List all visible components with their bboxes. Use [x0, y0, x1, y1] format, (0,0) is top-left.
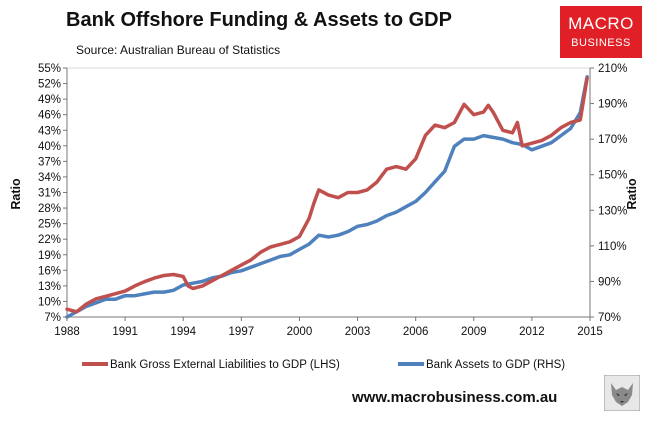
- left-tick-label: 16%: [38, 265, 61, 277]
- x-tick-label: 2012: [519, 326, 545, 338]
- series-line-lhs: [65, 76, 589, 314]
- x-tick-label: 1997: [229, 326, 255, 338]
- left-tick-label: 28%: [38, 203, 61, 215]
- left-tick-label: 52%: [38, 79, 61, 91]
- left-tick-label: 31%: [38, 188, 61, 200]
- legend-label-lhs: Bank Gross External Liabilities to GDP (…: [110, 359, 340, 371]
- right-tick-label: 170%: [598, 134, 627, 146]
- x-tick-label: 1988: [54, 326, 80, 338]
- x-tick-label: 2006: [403, 326, 429, 338]
- left-tick-label: 19%: [38, 250, 61, 262]
- legend: Bank Gross External Liabilities to GDP (…: [82, 359, 565, 371]
- x-axis-ticks: 1988 1991 1994 1997 2000 2003 2006 2009 2012 2015: [54, 317, 603, 338]
- logo-line-2: BUSINESS: [571, 37, 631, 49]
- x-tick-label: 2000: [287, 326, 313, 338]
- left-tick-label: 46%: [38, 110, 61, 122]
- left-tick-label: 37%: [38, 156, 61, 168]
- chart-title: Bank Offshore Funding & Assets to GDP: [66, 9, 452, 31]
- website-link[interactable]: www.macrobusiness.com.au: [352, 389, 558, 406]
- x-tick-label: 1994: [170, 326, 196, 338]
- left-tick-label: 34%: [38, 172, 61, 184]
- left-axis-label: Ratio: [9, 178, 23, 210]
- x-tick-label: 2003: [345, 326, 371, 338]
- x-tick-label: 2009: [461, 326, 487, 338]
- chart-source: Source: Australian Bureau of Statistics: [76, 43, 281, 57]
- x-tick-label: 2015: [577, 326, 603, 338]
- left-tick-label: 25%: [38, 219, 61, 231]
- left-tick-label: 13%: [38, 281, 61, 293]
- right-tick-label: 70%: [598, 312, 621, 324]
- right-tick-label: 190%: [598, 99, 627, 111]
- macrobusiness-logo: MACRO BUSINESS: [560, 6, 642, 58]
- right-axis-ticks: 210% 190% 170% 150% 130% 110% 90% 70%: [590, 63, 627, 324]
- right-tick-label: 90%: [598, 276, 621, 288]
- legend-label-rhs: Bank Assets to GDP (RHS): [426, 359, 565, 371]
- left-tick-label: 40%: [38, 141, 61, 153]
- left-tick-label: 49%: [38, 94, 61, 106]
- wolf-logo-icon: [604, 375, 640, 411]
- right-tick-label: 130%: [598, 205, 627, 217]
- logo-line-1: MACRO: [568, 14, 634, 33]
- left-tick-label: 43%: [38, 125, 61, 137]
- left-tick-label: 7%: [44, 312, 61, 324]
- left-axis-ticks: 55% 52% 49% 46% 43% 40% 37% 34% 31% 28% 25% 22% 19% 1…: [38, 63, 67, 324]
- left-tick-label: 55%: [38, 63, 61, 75]
- left-tick-label: 10%: [38, 296, 61, 308]
- right-tick-label: 210%: [598, 63, 627, 75]
- right-tick-label: 150%: [598, 170, 627, 182]
- x-tick-label: 1991: [112, 326, 138, 338]
- series-line-rhs: [65, 75, 589, 319]
- right-axis-label: Ratio: [625, 178, 639, 210]
- left-tick-label: 22%: [38, 234, 61, 246]
- series-lines: [65, 75, 589, 319]
- right-tick-label: 110%: [598, 241, 627, 253]
